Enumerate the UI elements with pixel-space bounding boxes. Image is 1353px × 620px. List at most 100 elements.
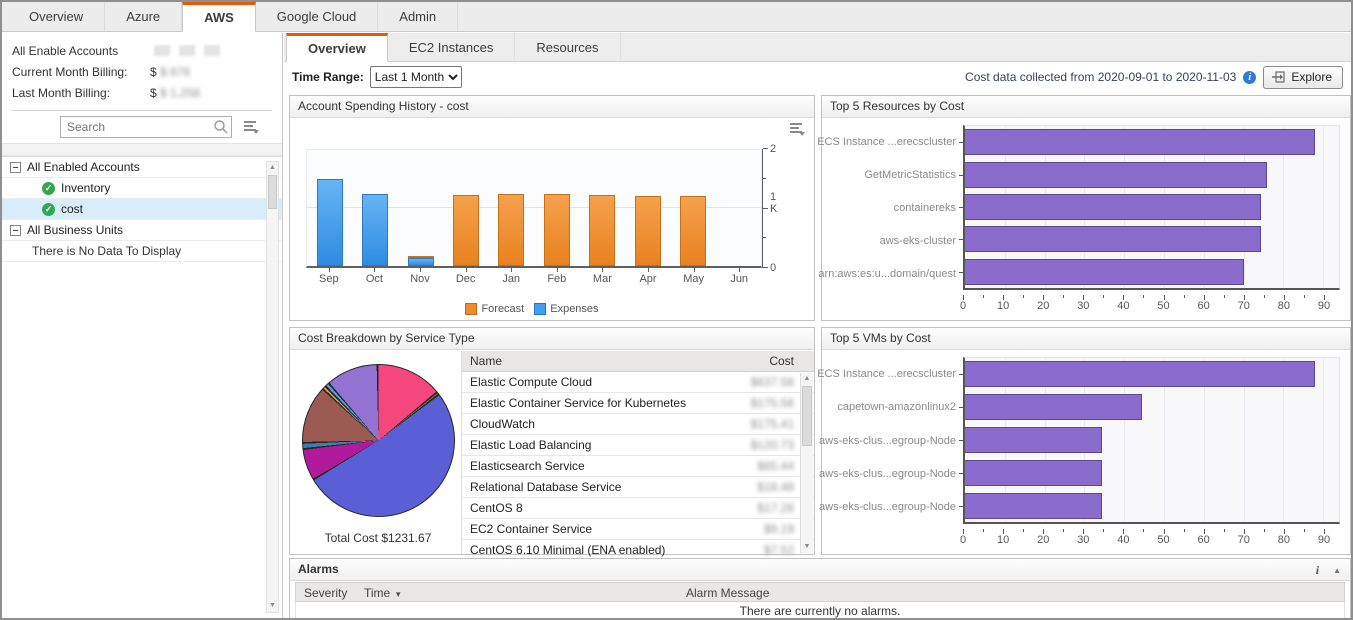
spending-chart-plot — [306, 149, 762, 268]
x-minor-tick — [1103, 529, 1105, 532]
forecast-swatch — [465, 303, 478, 315]
table-row[interactable]: Elasticsearch Service $65.44 — [462, 456, 814, 477]
col-cost[interactable]: Cost — [769, 354, 794, 368]
x-minor-tick — [983, 295, 985, 298]
table-row[interactable]: CentOS 8 $17.28 — [462, 498, 814, 519]
tree-item-all-enabled-accounts[interactable]: All Enabled Accounts — [2, 157, 282, 178]
x-tick — [1283, 295, 1285, 300]
x-tick-label: Nov — [410, 273, 430, 285]
x-tick-label: Oct — [365, 273, 383, 285]
x-tick-label: Jan — [502, 273, 521, 285]
col-severity[interactable]: Severity — [304, 586, 348, 600]
gridline — [1323, 358, 1325, 522]
forecast-bar — [543, 194, 570, 266]
table-row[interactable]: Elastic Container Service for Kubernetes… — [462, 393, 814, 414]
tree-customizer-icon[interactable] — [244, 121, 259, 134]
summary-title: All Enable Accounts — [12, 43, 119, 58]
tab-overview[interactable]: Overview — [8, 2, 106, 31]
gridline — [1283, 126, 1285, 288]
panel-account-spending-history: Account Spending History - cost 0 1 K 2 Se… — [289, 95, 815, 321]
x-tick-label: 50 — [1157, 300, 1170, 312]
alarms-info-icon[interactable]: i — [1315, 563, 1320, 577]
scroll-up-icon[interactable]: ▲ — [803, 375, 811, 382]
tree-item-inventory[interactable]: Inventory — [2, 178, 282, 199]
time-range-select[interactable]: Last 1 Month — [369, 66, 462, 88]
billing-summary: All Enable Accounts Current Month Billin… — [2, 33, 282, 111]
x-tick-label: 70 — [1237, 534, 1250, 546]
value-bar — [965, 361, 1316, 388]
search-icon[interactable] — [213, 119, 229, 135]
x-tick-label: 20 — [1037, 300, 1050, 312]
col-name[interactable]: Name — [470, 354, 503, 368]
cost-table-header[interactable]: Name Cost — [462, 351, 814, 372]
y-tick — [763, 148, 768, 149]
category-label: arn:aws:es:u...domain/quest — [818, 267, 956, 280]
category-label: capetown-amazonlinux2 — [837, 401, 956, 414]
subtab-resources[interactable]: Resources — [515, 33, 621, 61]
y-tick — [959, 472, 964, 474]
table-row[interactable]: Relational Database Service $18.48 — [462, 477, 814, 498]
search-bar — [2, 111, 282, 143]
subtab-overview[interactable]: Overview — [286, 33, 388, 62]
x-tick — [648, 268, 649, 272]
tree-scrollbar[interactable]: ▲ ▼ — [266, 161, 279, 613]
tab-azure[interactable]: Azure — [105, 2, 183, 31]
forecast-bar — [452, 195, 479, 266]
table-row[interactable]: Elastic Compute Cloud $637.58 — [462, 372, 814, 393]
sort-desc-icon[interactable]: ▼ — [394, 590, 403, 599]
panel-top5-vms: Top 5 VMs by Cost ECS Instance ...erecsc… — [817, 327, 1351, 555]
x-tick — [1003, 529, 1005, 534]
current-month-billing-value: $ 878 — [160, 64, 191, 79]
x-tick — [511, 268, 513, 272]
legend-label-expenses: Expenses — [550, 303, 599, 315]
col-time[interactable]: Time ▼ — [364, 586, 403, 600]
y-tick-label: 1 K — [770, 190, 778, 215]
x-tick-label: 70 — [1237, 300, 1250, 312]
tab-admin[interactable]: Admin — [378, 2, 459, 31]
tree-item-cost[interactable]: cost — [2, 199, 282, 220]
scroll-thumb[interactable] — [802, 386, 812, 446]
table-row[interactable]: CloudWatch $175.41 — [462, 414, 814, 435]
search-input[interactable] — [60, 116, 232, 138]
expenses-bar — [362, 193, 389, 266]
x-tick — [1163, 295, 1165, 300]
info-icon[interactable]: i — [1243, 70, 1257, 84]
x-tick-label: 20 — [1037, 534, 1050, 546]
chart-options-icon[interactable] — [790, 123, 805, 136]
category-label: aws-eks-clus...egroup-Node — [819, 434, 956, 447]
green-check-icon — [42, 202, 55, 216]
y-tick-label: 0 — [770, 262, 777, 274]
scroll-thumb[interactable] — [268, 175, 277, 209]
collapse-icon[interactable] — [10, 224, 21, 236]
x-minor-tick — [1183, 529, 1185, 532]
scroll-up-icon[interactable]: ▲ — [269, 164, 276, 171]
x-tick-label: 40 — [1117, 300, 1130, 312]
table-row[interactable]: EC2 Container Service $9.19 — [462, 519, 814, 540]
main-content: Overview EC2 Instances Resources Time Ra… — [284, 33, 1351, 618]
collapse-icon[interactable] — [10, 161, 21, 173]
gridline — [1243, 358, 1245, 522]
table-scrollbar[interactable]: ▲ ▼ — [800, 373, 813, 553]
tree-item-all-business-units[interactable]: All Business Units — [2, 220, 282, 241]
scroll-down-icon[interactable]: ▼ — [803, 543, 811, 550]
tab-google-cloud[interactable]: Google Cloud — [256, 2, 379, 31]
x-tick — [1243, 529, 1245, 534]
subtab-ec2-instances[interactable]: EC2 Instances — [388, 33, 516, 61]
category-label: aws-eks-clus...egroup-Node — [819, 467, 956, 480]
x-tick-label: 30 — [1077, 300, 1090, 312]
explore-button[interactable]: Explore — [1263, 65, 1343, 89]
value-bar — [965, 394, 1143, 421]
x-minor-tick — [1303, 529, 1305, 532]
col-alarm-message[interactable]: Alarm Message — [686, 586, 770, 600]
panel-alarms: Alarms i ▲ Severity Time ▼ Alarm Message … — [289, 558, 1351, 618]
collapse-panel-icon[interactable]: ▲ — [1333, 566, 1341, 575]
tab-aws[interactable]: AWS — [182, 2, 256, 32]
category-label: GetMetricStatistics — [864, 168, 956, 181]
legend-label-forecast: Forecast — [481, 303, 525, 315]
gridline — [307, 207, 761, 208]
sub-tab-bar: Overview EC2 Instances Resources — [284, 33, 1351, 62]
scroll-down-icon[interactable]: ▼ — [269, 602, 276, 609]
explore-icon — [1272, 70, 1285, 83]
table-row[interactable]: Elastic Load Balancing $120.73 — [462, 435, 814, 456]
x-minor-tick — [1223, 295, 1225, 298]
